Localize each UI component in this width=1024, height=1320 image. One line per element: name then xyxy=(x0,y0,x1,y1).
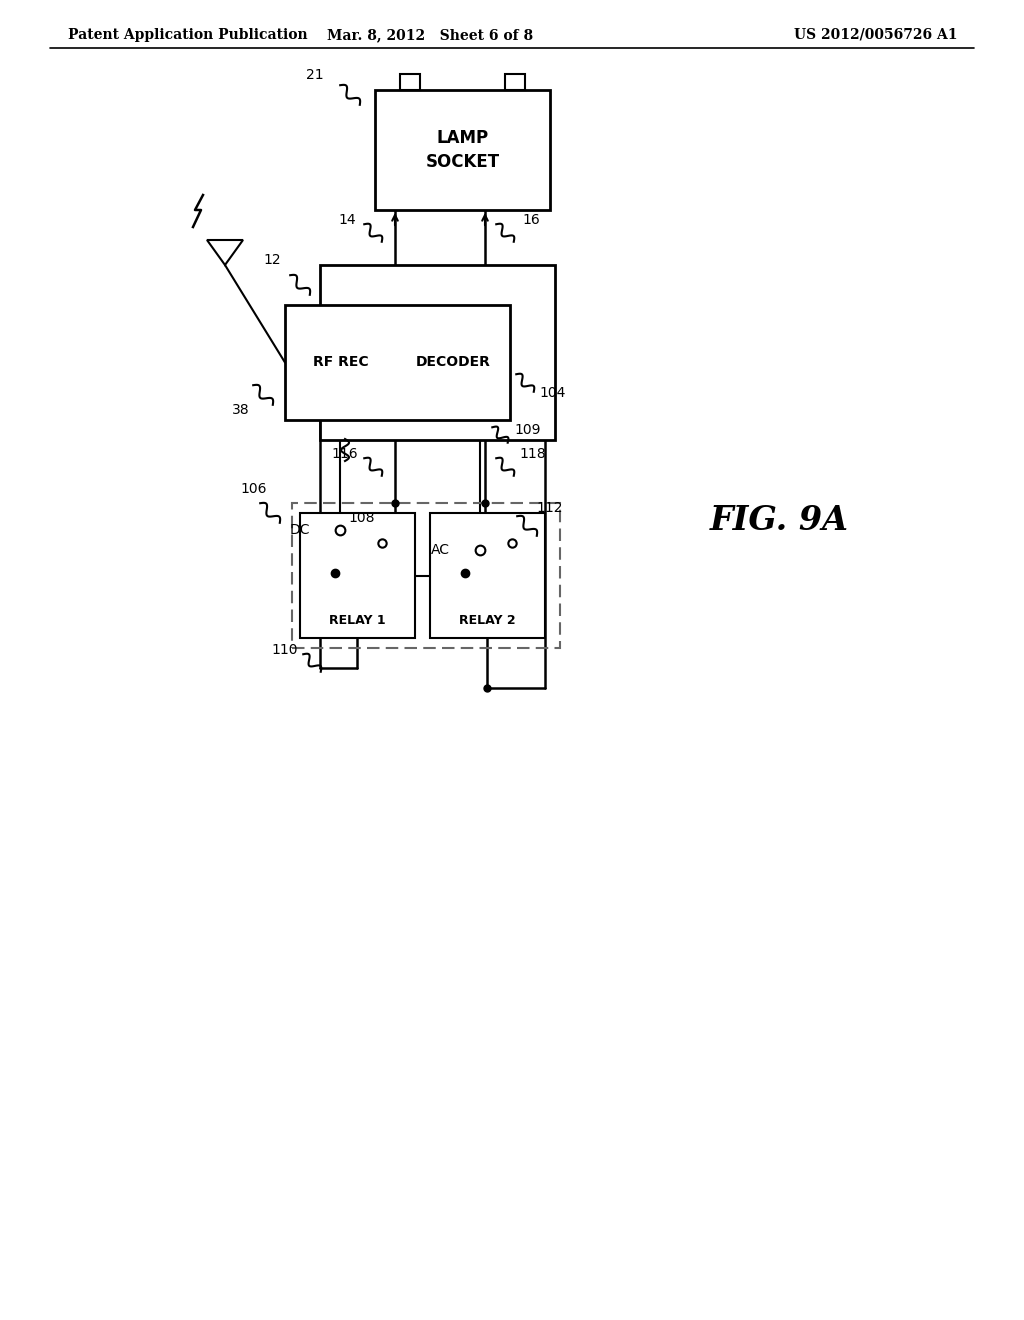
Text: AC: AC xyxy=(431,543,450,557)
Bar xyxy=(300,513,415,638)
Bar xyxy=(400,74,420,90)
Text: US 2012/0056726 A1: US 2012/0056726 A1 xyxy=(795,28,958,42)
Text: 12: 12 xyxy=(263,253,281,267)
Bar xyxy=(319,265,555,440)
Text: 3 LEVEL: 3 LEVEL xyxy=(400,331,475,350)
Text: 104: 104 xyxy=(540,385,566,400)
Bar xyxy=(292,503,560,648)
Text: 21: 21 xyxy=(306,69,324,82)
Polygon shape xyxy=(207,240,243,265)
Text: 116: 116 xyxy=(332,447,358,461)
Text: 16: 16 xyxy=(522,213,540,227)
Text: 109: 109 xyxy=(515,422,542,437)
Text: LAMP: LAMP xyxy=(436,129,488,147)
Bar xyxy=(505,74,525,90)
Text: DC: DC xyxy=(290,523,310,537)
Bar xyxy=(285,305,510,420)
Text: 108: 108 xyxy=(349,511,375,525)
Text: RF REC: RF REC xyxy=(313,355,369,370)
Text: Patent Application Publication: Patent Application Publication xyxy=(68,28,307,42)
Text: SOCKET: SOCKET xyxy=(425,153,500,172)
Text: 112: 112 xyxy=(537,502,563,515)
Text: 106: 106 xyxy=(241,482,267,496)
Bar xyxy=(430,513,545,638)
Text: 110: 110 xyxy=(271,643,298,657)
Text: RELAY 2: RELAY 2 xyxy=(459,614,516,627)
Text: FIG. 9A: FIG. 9A xyxy=(710,503,849,536)
Text: 14: 14 xyxy=(338,213,355,227)
Text: DECODER: DECODER xyxy=(416,355,490,370)
Text: 38: 38 xyxy=(232,403,250,417)
Text: 118: 118 xyxy=(520,447,547,461)
Bar xyxy=(375,90,550,210)
Text: Mar. 8, 2012   Sheet 6 of 8: Mar. 8, 2012 Sheet 6 of 8 xyxy=(327,28,534,42)
Text: BALLAST: BALLAST xyxy=(396,358,479,375)
Text: RELAY 1: RELAY 1 xyxy=(329,614,386,627)
